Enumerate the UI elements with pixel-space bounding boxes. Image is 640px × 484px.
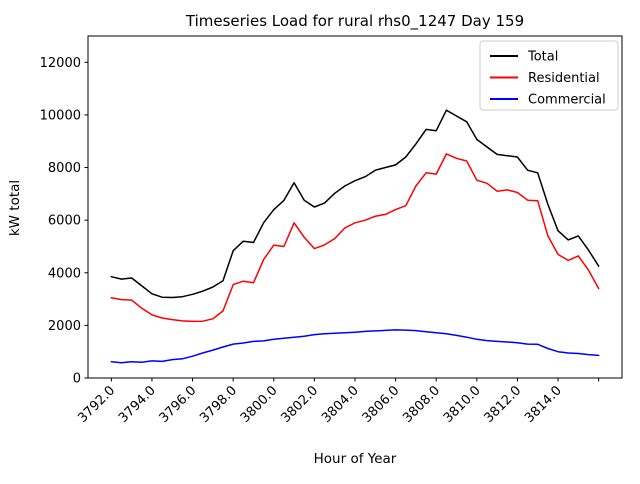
y-tick-label: 4000 <box>48 266 81 281</box>
plot-area-border <box>87 35 623 379</box>
x-tick-label: 3794.0 <box>116 383 159 426</box>
y-tick-label: 12000 <box>40 56 81 71</box>
chart-title: Timeseries Load for rural rhs0_1247 Day … <box>185 12 524 31</box>
x-tick-label: 3814.0 <box>522 383 565 426</box>
legend-box <box>479 40 619 111</box>
x-tick-label: 3812.0 <box>481 383 524 426</box>
y-axis-ticks: 0 2000 4000 6000 8000 10000 12000 <box>40 56 88 387</box>
y-tick-label: 2000 <box>48 319 81 334</box>
y-tick-label: 8000 <box>48 161 81 176</box>
y-tick-label: 10000 <box>40 108 81 123</box>
x-tick-label: 3804.0 <box>319 383 362 426</box>
x-tick-label: 3792.0 <box>75 383 118 426</box>
x-tick-label: 3808.0 <box>400 383 443 426</box>
x-axis-ticks: 3792.03794.03796.03798.03800.03802.03804… <box>75 378 600 426</box>
commercial-line <box>110 329 600 364</box>
residential-line <box>110 153 600 323</box>
x-tick-label: 3798.0 <box>197 383 240 426</box>
x-tick-label: 3796.0 <box>157 383 200 426</box>
plot-series <box>110 109 600 364</box>
y-tick-label: 6000 <box>48 214 81 229</box>
y-axis-label: kW total <box>7 180 23 236</box>
y-tick-label: 0 <box>73 372 81 387</box>
legend: Total Residential Commercial <box>479 40 619 111</box>
legend-label-commercial: Commercial <box>528 93 606 108</box>
x-tick-label: 3802.0 <box>278 383 321 426</box>
total-line <box>110 109 600 299</box>
x-tick-label: 3810.0 <box>441 383 484 426</box>
legend-label-residential: Residential <box>528 71 600 86</box>
x-axis-label: Hour of Year <box>314 451 397 467</box>
x-tick-label: 3800.0 <box>238 383 281 426</box>
legend-label-total: Total <box>527 50 558 65</box>
x-tick-label: 3806.0 <box>360 383 403 426</box>
